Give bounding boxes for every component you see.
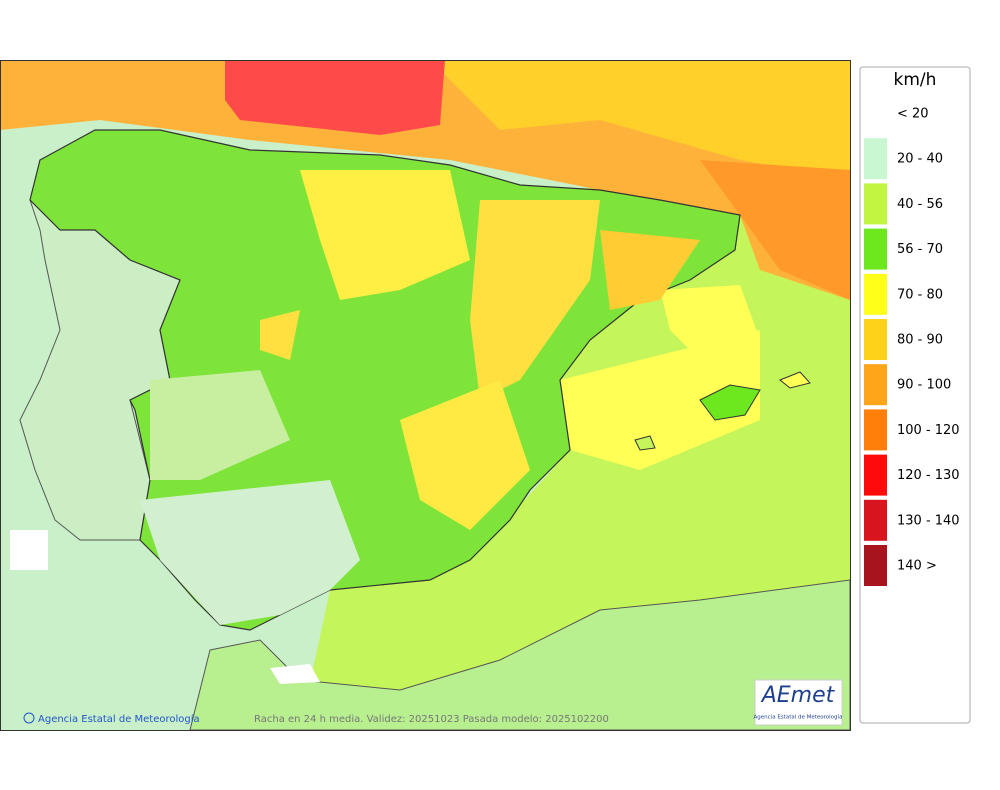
legend-label: 80 - 90 bbox=[897, 333, 943, 348]
legend-label: 90 - 100 bbox=[897, 378, 951, 393]
legend-label: 40 - 56 bbox=[897, 197, 943, 212]
logo-subtitle: Agencia Estatal de Meteorología bbox=[754, 714, 843, 721]
legend-label: < 20 bbox=[897, 107, 929, 122]
legend-title: km/h bbox=[894, 70, 937, 90]
logo-name: AEmet bbox=[760, 683, 836, 708]
credit: Agencia Estatal de Meteorología bbox=[38, 713, 200, 725]
legend: km/h < 20 20 - 40 40 - 56 56 - 70 70 - 80 80 … bbox=[859, 66, 971, 724]
legend-label: 70 - 80 bbox=[897, 287, 943, 302]
logo: AEmet Agencia Estatal de Meteorología bbox=[754, 679, 843, 726]
legend-swatch bbox=[864, 545, 887, 586]
legend-label: 56 - 70 bbox=[897, 242, 943, 257]
map-frame bbox=[0, 60, 851, 731]
legend-swatch bbox=[864, 499, 887, 541]
legend-swatch bbox=[864, 364, 887, 406]
legend-swatch bbox=[864, 93, 887, 134]
copyright-icon bbox=[23, 712, 35, 724]
legend-swatch bbox=[864, 138, 887, 180]
legend-swatch bbox=[864, 228, 887, 270]
legend-label: 140 > bbox=[897, 559, 937, 574]
legend-swatch bbox=[864, 409, 887, 451]
legend-label: 100 - 120 bbox=[897, 423, 960, 438]
caption: Racha en 24 h media. Validez: 20251023 P… bbox=[254, 714, 609, 725]
legend-swatch bbox=[864, 319, 887, 360]
legend-label: 130 - 140 bbox=[897, 513, 960, 528]
legend-label: 20 - 40 bbox=[897, 152, 943, 167]
map bbox=[1, 60, 850, 730]
legend-swatch bbox=[864, 454, 887, 496]
legend-swatch bbox=[864, 183, 887, 225]
legend-label: 120 - 130 bbox=[897, 468, 960, 483]
legend-swatch bbox=[864, 273, 887, 315]
legend-box bbox=[859, 66, 971, 724]
